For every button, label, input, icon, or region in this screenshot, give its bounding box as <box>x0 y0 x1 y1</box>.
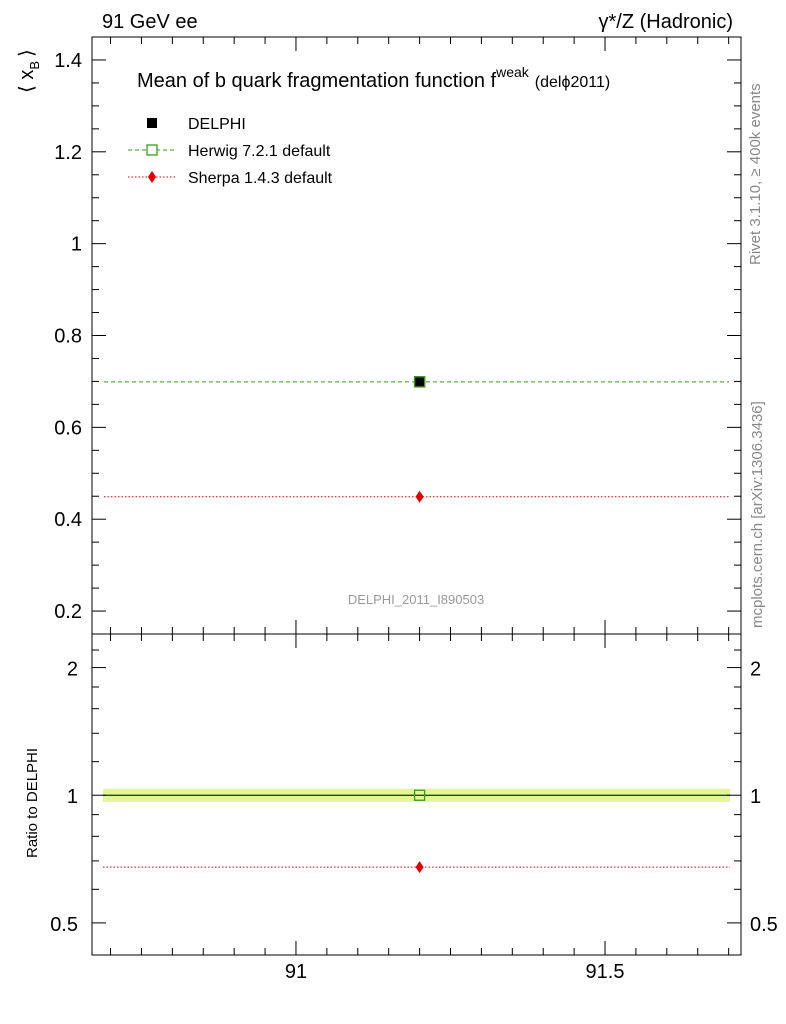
ratio-plot-frame <box>91 633 742 956</box>
legend-label-sherpa: Sherpa 1.4.3 default <box>188 170 333 187</box>
ratio-y-tick-label-left: 1 <box>67 786 78 808</box>
legend-entry-sherpa: Sherpa 1.4.3 default <box>128 170 333 187</box>
header-left: 91 GeV ee <box>102 11 198 33</box>
ratio-y-tick-label-right: 0.5 <box>750 914 778 936</box>
ratio-y-tick-label-right: 1 <box>750 786 761 808</box>
main-y-tick-label: 1 <box>71 234 82 256</box>
rivet-label: Rivet 3.1.10, ≥ 400k events <box>747 83 764 265</box>
main-y-tick-label: 1.2 <box>54 142 82 164</box>
main-plot-panel: 0.20.40.60.811.21.4 DELPHI_2011_I890503 … <box>16 36 742 635</box>
sherpa-ratio-point <box>415 861 424 874</box>
y-label-subscript: B <box>27 61 42 70</box>
legend-label-herwig: Herwig 7.2.1 default <box>188 143 331 160</box>
x-tick-label: 91 <box>285 961 307 983</box>
main-y-tick-label: 0.6 <box>54 417 82 439</box>
legend-marker-sherpa <box>148 171 156 183</box>
legend-marker-delphi <box>147 118 157 128</box>
herwig-ratio-point <box>413 789 426 801</box>
ratio-y-axis-label: Ratio to DELPHI <box>24 748 41 858</box>
ratio-plot-panel: 0.5 0.5 1 1 2 2 91 91.5 Ratio to DELPHI <box>24 633 778 983</box>
header-right: γ*/Z (Hadronic) <box>599 11 733 33</box>
x-tick-label: 91.5 <box>586 961 625 983</box>
legend-entry-herwig: Herwig 7.2.1 default <box>128 143 331 160</box>
main-title-tail: (delϕ2011) <box>535 74 610 91</box>
herwig-point <box>413 376 426 388</box>
legend: DELPHI Herwig 7.2.1 default Sherpa 1.4.3… <box>128 116 333 187</box>
main-y-axis-label: ⟨ xB ⟩ <box>16 49 42 93</box>
main-watermark: DELPHI_2011_I890503 <box>348 592 484 607</box>
delphi-point <box>413 376 426 388</box>
main-title-superscript: weak <box>495 64 530 80</box>
ratio-plot-marks <box>103 788 730 874</box>
legend-marker-herwig <box>146 144 158 156</box>
main-title-text: Mean of b quark fragmentation function f <box>137 70 497 92</box>
y-label-open: ⟨ x <box>16 70 38 93</box>
ratio-axis-ticks: 0.5 0.5 1 1 2 2 91 91.5 <box>50 634 778 983</box>
main-y-tick-label: 0.8 <box>54 326 82 348</box>
main-y-tick-label: 0.2 <box>54 601 82 623</box>
main-title: Mean of b quark fragmentation function f… <box>137 64 610 92</box>
legend-entry-delphi: DELPHI <box>147 116 246 133</box>
main-y-tick-label: 1.4 <box>54 50 82 72</box>
main-axis-ticks: 0.2 0.4 0.6 0.8 1 1.2 1.4 <box>54 36 741 635</box>
mcplots-label: mcplots.cern.ch [arXiv:1306.3436] <box>749 401 766 628</box>
sherpa-point <box>415 490 424 503</box>
ratio-y-tick-label-left: 0.5 <box>50 914 78 936</box>
legend-label-delphi: DELPHI <box>188 116 246 133</box>
y-label-close: ⟩ <box>16 49 38 57</box>
main-y-tick-label: 0.4 <box>54 509 82 531</box>
ratio-y-tick-label-left: 2 <box>67 659 78 681</box>
main-plot-marks <box>104 376 729 503</box>
ratio-y-tick-label-right: 2 <box>750 659 761 681</box>
